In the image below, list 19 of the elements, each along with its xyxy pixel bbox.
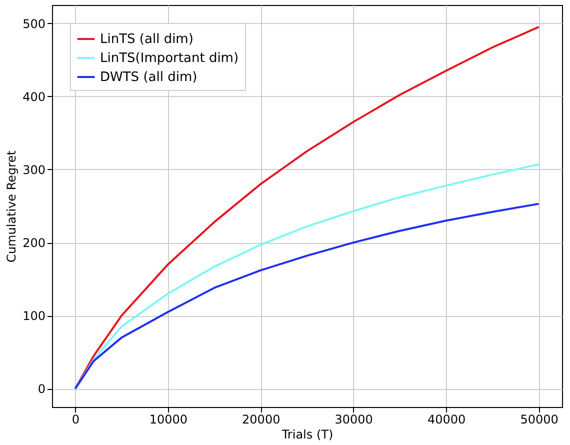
y-tick-label: 0 <box>38 382 46 396</box>
y-axis-title: Cumulative Regret <box>4 150 19 262</box>
y-tick-label: 300 <box>22 162 46 177</box>
x-tick-label: 0 <box>72 412 80 426</box>
line-series <box>74 163 540 390</box>
line-series <box>74 202 540 390</box>
legend-label: LinTS(Important dim) <box>100 51 239 66</box>
x-axis-title: Trials (T) <box>280 428 334 442</box>
legend-label: LinTS (all dim) <box>100 32 194 47</box>
x-tick-label: 30000 <box>334 412 373 426</box>
y-tick-label: 500 <box>22 16 46 31</box>
x-tick-label: 40000 <box>427 412 466 426</box>
x-tick-label: 10000 <box>149 412 188 426</box>
y-tick-label: 200 <box>22 236 46 250</box>
x-tick-label: 50000 <box>520 412 558 426</box>
legend-label: DWTS (all dim) <box>100 70 198 85</box>
y-tick-label: 100 <box>22 309 46 324</box>
y-tick-label: 400 <box>22 90 46 104</box>
x-tick-label: 20000 <box>242 412 280 426</box>
